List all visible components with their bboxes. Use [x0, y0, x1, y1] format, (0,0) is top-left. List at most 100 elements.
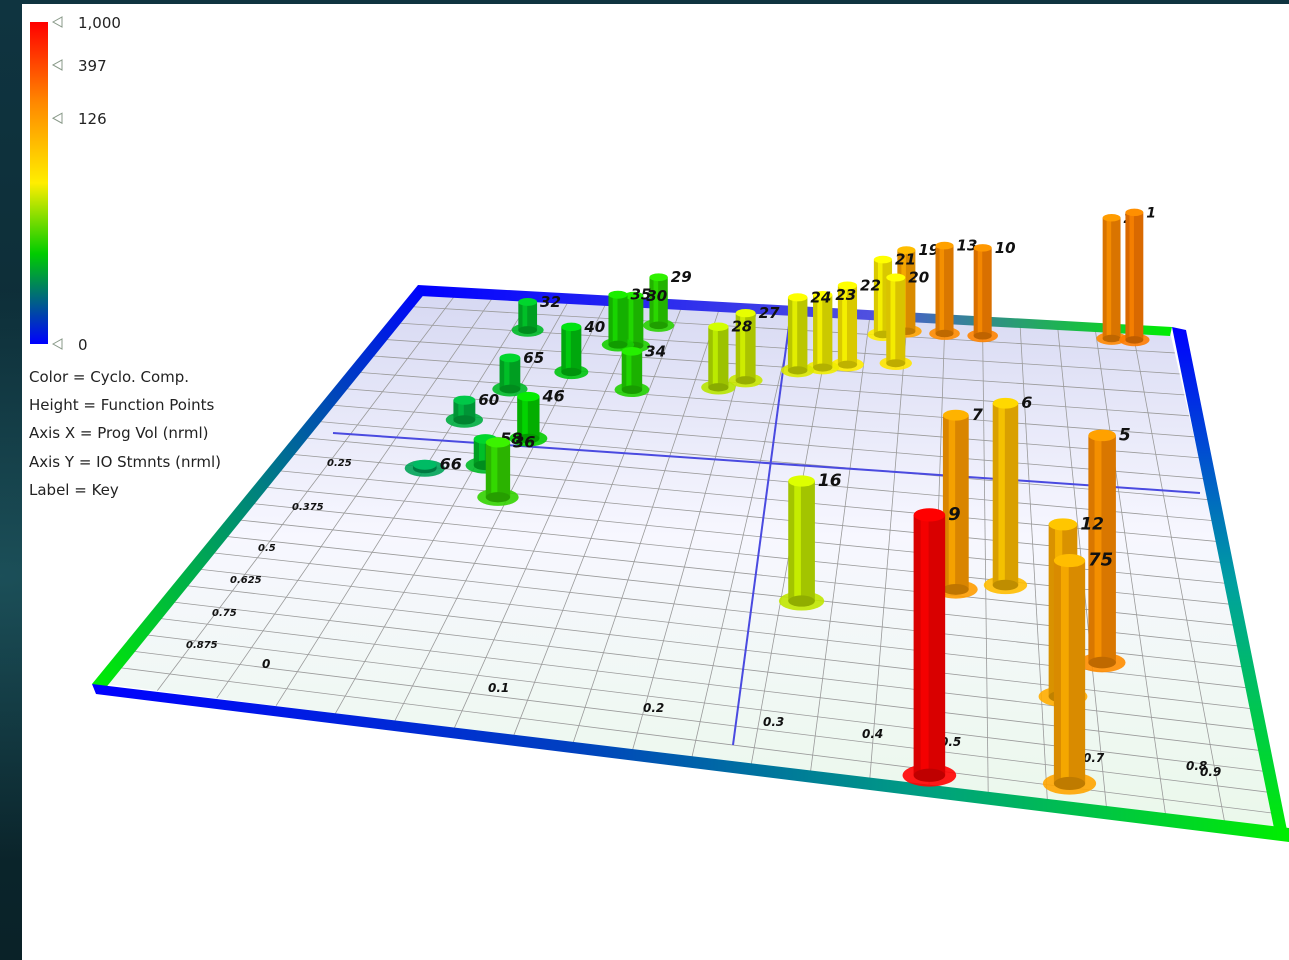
bar-top — [518, 298, 538, 306]
bar-top — [873, 255, 893, 264]
bar: 23 — [806, 286, 856, 375]
bar-bottom — [708, 383, 729, 392]
bar-top — [708, 322, 729, 331]
bar-key-label: 65 — [523, 349, 544, 367]
bar-highlight — [794, 481, 801, 602]
x-tick-label: 0.2 — [643, 701, 664, 715]
frame-edge-right — [1172, 327, 1289, 840]
legend-color-line: Color = Cyclo. Comp. — [29, 368, 190, 386]
bar-key-label: 6 — [1021, 393, 1032, 412]
bar-bottom — [608, 340, 628, 349]
bar: 13 — [929, 237, 977, 340]
bar: 28 — [701, 318, 752, 395]
bar-top — [992, 397, 1019, 409]
bar-bottom — [518, 326, 538, 335]
bar-bottom — [913, 768, 946, 782]
bar-body — [935, 245, 954, 334]
bar-key-label: 12 — [1080, 514, 1104, 534]
bar-top — [897, 246, 916, 254]
axis-tick-labels: 0 0.1 0.2 0.3 0.4 0.5 0.7 0.80.9 0.25 0.375 0.5 0.6… — [186, 458, 1221, 779]
bar-bottom — [621, 385, 643, 395]
bar: 7 — [933, 405, 984, 599]
grid-line-horizontal — [312, 420, 1209, 501]
bar-highlight — [948, 415, 956, 590]
y-tick-label: 0.625 — [230, 575, 262, 586]
y-tick-label: 0.5 — [258, 543, 276, 554]
bar: 20 — [879, 269, 929, 371]
colorbar-tick-marker — [51, 112, 63, 125]
bar-body — [1053, 560, 1086, 784]
bar-top — [608, 290, 628, 299]
bar-bottom — [735, 376, 756, 385]
bar: 66 — [404, 455, 462, 477]
bar-top — [942, 409, 969, 421]
bar: 16 — [778, 471, 842, 611]
bar-highlight — [522, 396, 528, 439]
bar-key-label: 10 — [995, 239, 1016, 257]
bar-top — [1125, 208, 1144, 217]
bar-body — [499, 357, 521, 390]
bar-top — [935, 241, 954, 250]
bar-key-label: 20 — [908, 269, 929, 287]
bar-highlight — [1129, 212, 1134, 340]
bar-bottom — [788, 595, 815, 607]
bar: 34 — [614, 342, 666, 398]
bar-top — [517, 391, 540, 402]
bar-highlight — [740, 313, 746, 381]
bar-highlight — [653, 277, 659, 326]
bar-bottom — [517, 433, 540, 444]
bar-highlight — [478, 438, 485, 466]
bar-key-label: 66 — [440, 455, 462, 474]
bar-key-label: 23 — [835, 286, 856, 304]
bar-top — [913, 508, 946, 522]
bar: 35 — [601, 286, 651, 352]
bar: 36 — [477, 432, 535, 506]
grid-line-horizontal — [299, 436, 1214, 522]
bar: 75 — [1042, 550, 1113, 795]
bar-key-label: 22 — [860, 276, 881, 294]
bar: 29 — [643, 268, 692, 332]
bar-top — [412, 459, 437, 470]
bar-key-label: 35 — [630, 286, 651, 304]
y-tick-label: 0.875 — [186, 640, 218, 651]
bar-highlight — [977, 247, 983, 336]
bar-bottom — [973, 331, 992, 340]
legend-label-line: Label = Key — [29, 481, 119, 499]
bar-key-label: 19 — [918, 241, 939, 259]
frame-edge-left — [92, 285, 426, 690]
bar-highlight — [1106, 217, 1112, 339]
bar-highlight — [626, 351, 632, 390]
bar-bottom — [942, 583, 969, 595]
bar-top — [649, 273, 668, 282]
bar: 40 — [554, 318, 605, 380]
colorbar-ticks: 1,000 397 126 0 — [51, 14, 121, 354]
bar-bottom — [561, 367, 582, 377]
y-tick-label: 0.25 — [327, 458, 352, 469]
bar-highlight — [1094, 435, 1102, 663]
bar-bottom — [499, 384, 521, 394]
bar-top — [813, 290, 833, 300]
bar-top — [624, 291, 644, 300]
x-tick-label: 0.9 — [1200, 765, 1221, 779]
bar: 27 — [728, 304, 780, 388]
x-tick-label: 0.7 — [1083, 751, 1105, 765]
bar-highlight — [920, 514, 929, 776]
bar: 24 — [781, 288, 831, 378]
bar-body — [608, 294, 628, 345]
bar-top — [735, 308, 756, 318]
bar-key-label: 32 — [540, 293, 561, 311]
bar-bottom — [1102, 334, 1121, 343]
bar-body — [1088, 435, 1116, 663]
bar-key-label: 5 — [1119, 425, 1131, 445]
bar-highlight — [842, 285, 847, 365]
bar-top — [787, 293, 808, 302]
bar-highlight — [939, 245, 945, 334]
bar: 10 — [967, 239, 1016, 343]
bar-key-label: 40 — [583, 318, 605, 336]
bar-key-label: 46 — [542, 387, 565, 406]
bar-bottom — [1088, 656, 1116, 669]
bar: 60 — [445, 391, 499, 428]
grid-line-horizontal — [352, 371, 1194, 438]
bar-key-label: 75 — [1088, 550, 1113, 571]
legend-height-line: Height = Function Points — [29, 396, 215, 414]
